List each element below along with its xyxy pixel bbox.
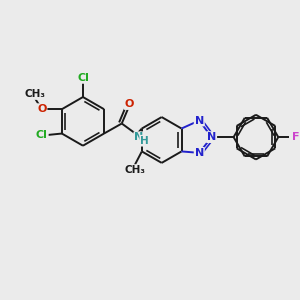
Text: O: O (125, 99, 134, 109)
Text: N: N (195, 116, 204, 125)
Text: N: N (195, 148, 204, 158)
Text: H: H (140, 136, 149, 146)
Text: F: F (292, 132, 299, 142)
Text: Cl: Cl (77, 73, 89, 83)
Text: Cl: Cl (36, 130, 48, 140)
Text: CH₃: CH₃ (25, 89, 46, 99)
Text: N: N (207, 132, 216, 142)
Text: CH₃: CH₃ (124, 165, 145, 175)
Text: N: N (134, 132, 144, 142)
Text: O: O (37, 104, 46, 114)
